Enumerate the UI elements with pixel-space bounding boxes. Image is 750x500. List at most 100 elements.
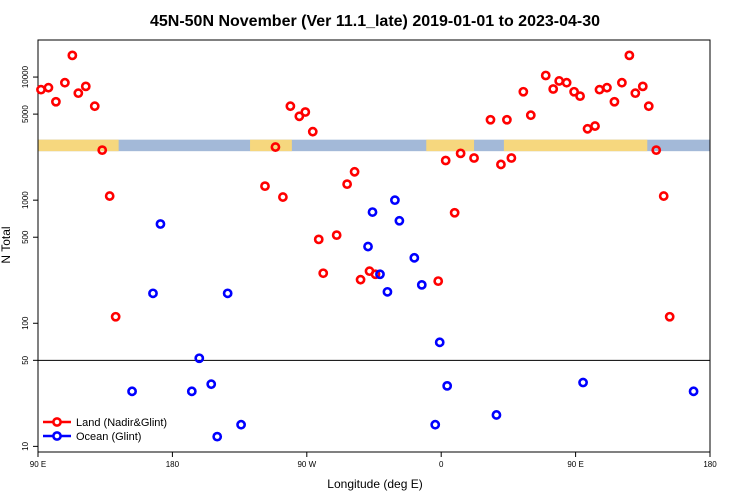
chart-title: 45N-50N November (Ver 11.1_late) 2019-01… <box>150 13 600 30</box>
land-point <box>300 107 311 117</box>
ocean-point <box>236 419 246 430</box>
land-point <box>602 82 612 93</box>
x-tick-label: 180 <box>703 460 717 469</box>
land-point <box>637 81 648 92</box>
land-band <box>38 139 119 152</box>
ocean-point <box>375 269 385 280</box>
ocean-point <box>578 377 588 388</box>
ocean-point <box>409 252 420 263</box>
y-axis-label: N Total <box>0 226 13 263</box>
ocean-point <box>148 288 158 299</box>
land-point <box>104 191 115 201</box>
x-tick-label: 180 <box>166 460 180 469</box>
land-point <box>496 159 506 170</box>
plot-frame <box>37 39 711 453</box>
land-point <box>440 155 451 166</box>
land-point <box>569 86 580 97</box>
land-point <box>43 82 54 93</box>
map-strip <box>38 139 710 152</box>
land-point <box>307 126 318 137</box>
ocean-point <box>363 241 373 252</box>
land-point <box>455 148 466 159</box>
ocean-point <box>212 431 223 442</box>
ocean-point <box>206 379 217 390</box>
land-point <box>370 269 381 280</box>
land-point <box>331 230 342 241</box>
land-point <box>36 84 46 95</box>
y-tick-label: 100 <box>21 316 30 330</box>
land-point <box>548 84 559 94</box>
y-tick-label: 10000 <box>21 65 30 88</box>
ocean-point <box>394 215 405 226</box>
x-tick-label: 90 E <box>30 460 46 469</box>
land-point <box>270 142 281 152</box>
land-point <box>664 311 675 322</box>
land-point <box>561 77 572 88</box>
y-tick-label: 5000 <box>21 105 30 123</box>
ocean-point <box>390 195 400 206</box>
land-band <box>426 139 475 152</box>
legend-marker <box>52 431 62 441</box>
ocean-point <box>155 219 166 229</box>
ocean-point <box>382 286 393 297</box>
land-point <box>575 91 585 102</box>
ocean-point <box>688 386 699 397</box>
ocean-point <box>222 288 233 299</box>
land-point <box>51 96 61 107</box>
x-tick-label: 0 <box>439 460 444 469</box>
legend-label: Ocean (Glint) <box>76 431 141 443</box>
y-axis: 10 50 100 500 1000 5000 10000 <box>21 65 38 451</box>
y-tick-label: 50 <box>21 355 30 364</box>
land-point <box>342 179 353 190</box>
ocean-point <box>434 337 445 348</box>
legend: Land (Nadir&Glint) Ocean (Glint) <box>43 417 167 443</box>
y-tick-label: 500 <box>21 230 30 244</box>
y-tick-label: 10 <box>21 441 30 450</box>
ocean-point <box>430 419 441 430</box>
x-tick-label: 90 E <box>567 460 583 469</box>
ocean-band <box>38 139 710 152</box>
land-point <box>506 153 517 163</box>
y-tick-label: 1000 <box>21 191 30 209</box>
land-point <box>609 96 620 107</box>
land-point <box>630 88 641 99</box>
land-band <box>503 139 648 152</box>
land-point <box>449 207 460 218</box>
land-point <box>502 114 512 125</box>
land-point <box>540 70 551 81</box>
land-point <box>433 276 444 287</box>
land-point <box>594 84 605 95</box>
land-point <box>349 166 360 177</box>
legend-marker <box>52 417 62 427</box>
land-point <box>590 121 600 131</box>
land-point <box>318 268 329 279</box>
land-point <box>485 114 496 125</box>
land-point <box>658 191 669 201</box>
ocean-point <box>442 380 453 391</box>
land-point <box>651 145 662 156</box>
land-point <box>313 234 324 245</box>
ocean-point <box>186 386 197 397</box>
ocean-point <box>416 279 427 290</box>
land-point <box>97 145 108 156</box>
land-point <box>616 77 627 88</box>
land-point <box>582 123 593 134</box>
x-axis-label: Longitude (deg E) <box>327 477 422 491</box>
land-point <box>554 76 565 86</box>
x-tick-label: 90 W <box>297 460 316 469</box>
land-point <box>278 192 288 202</box>
land-point <box>525 110 536 121</box>
data-points <box>36 50 699 442</box>
land-point <box>285 101 296 112</box>
land-point <box>469 153 479 163</box>
land-point <box>73 88 84 99</box>
land-point <box>355 274 366 285</box>
ocean-point <box>127 386 137 397</box>
land-point <box>89 101 100 112</box>
land-point <box>80 81 91 92</box>
ocean-point <box>194 353 205 364</box>
ocean-point <box>367 207 378 217</box>
land-point <box>67 50 78 61</box>
land-point <box>110 311 121 322</box>
